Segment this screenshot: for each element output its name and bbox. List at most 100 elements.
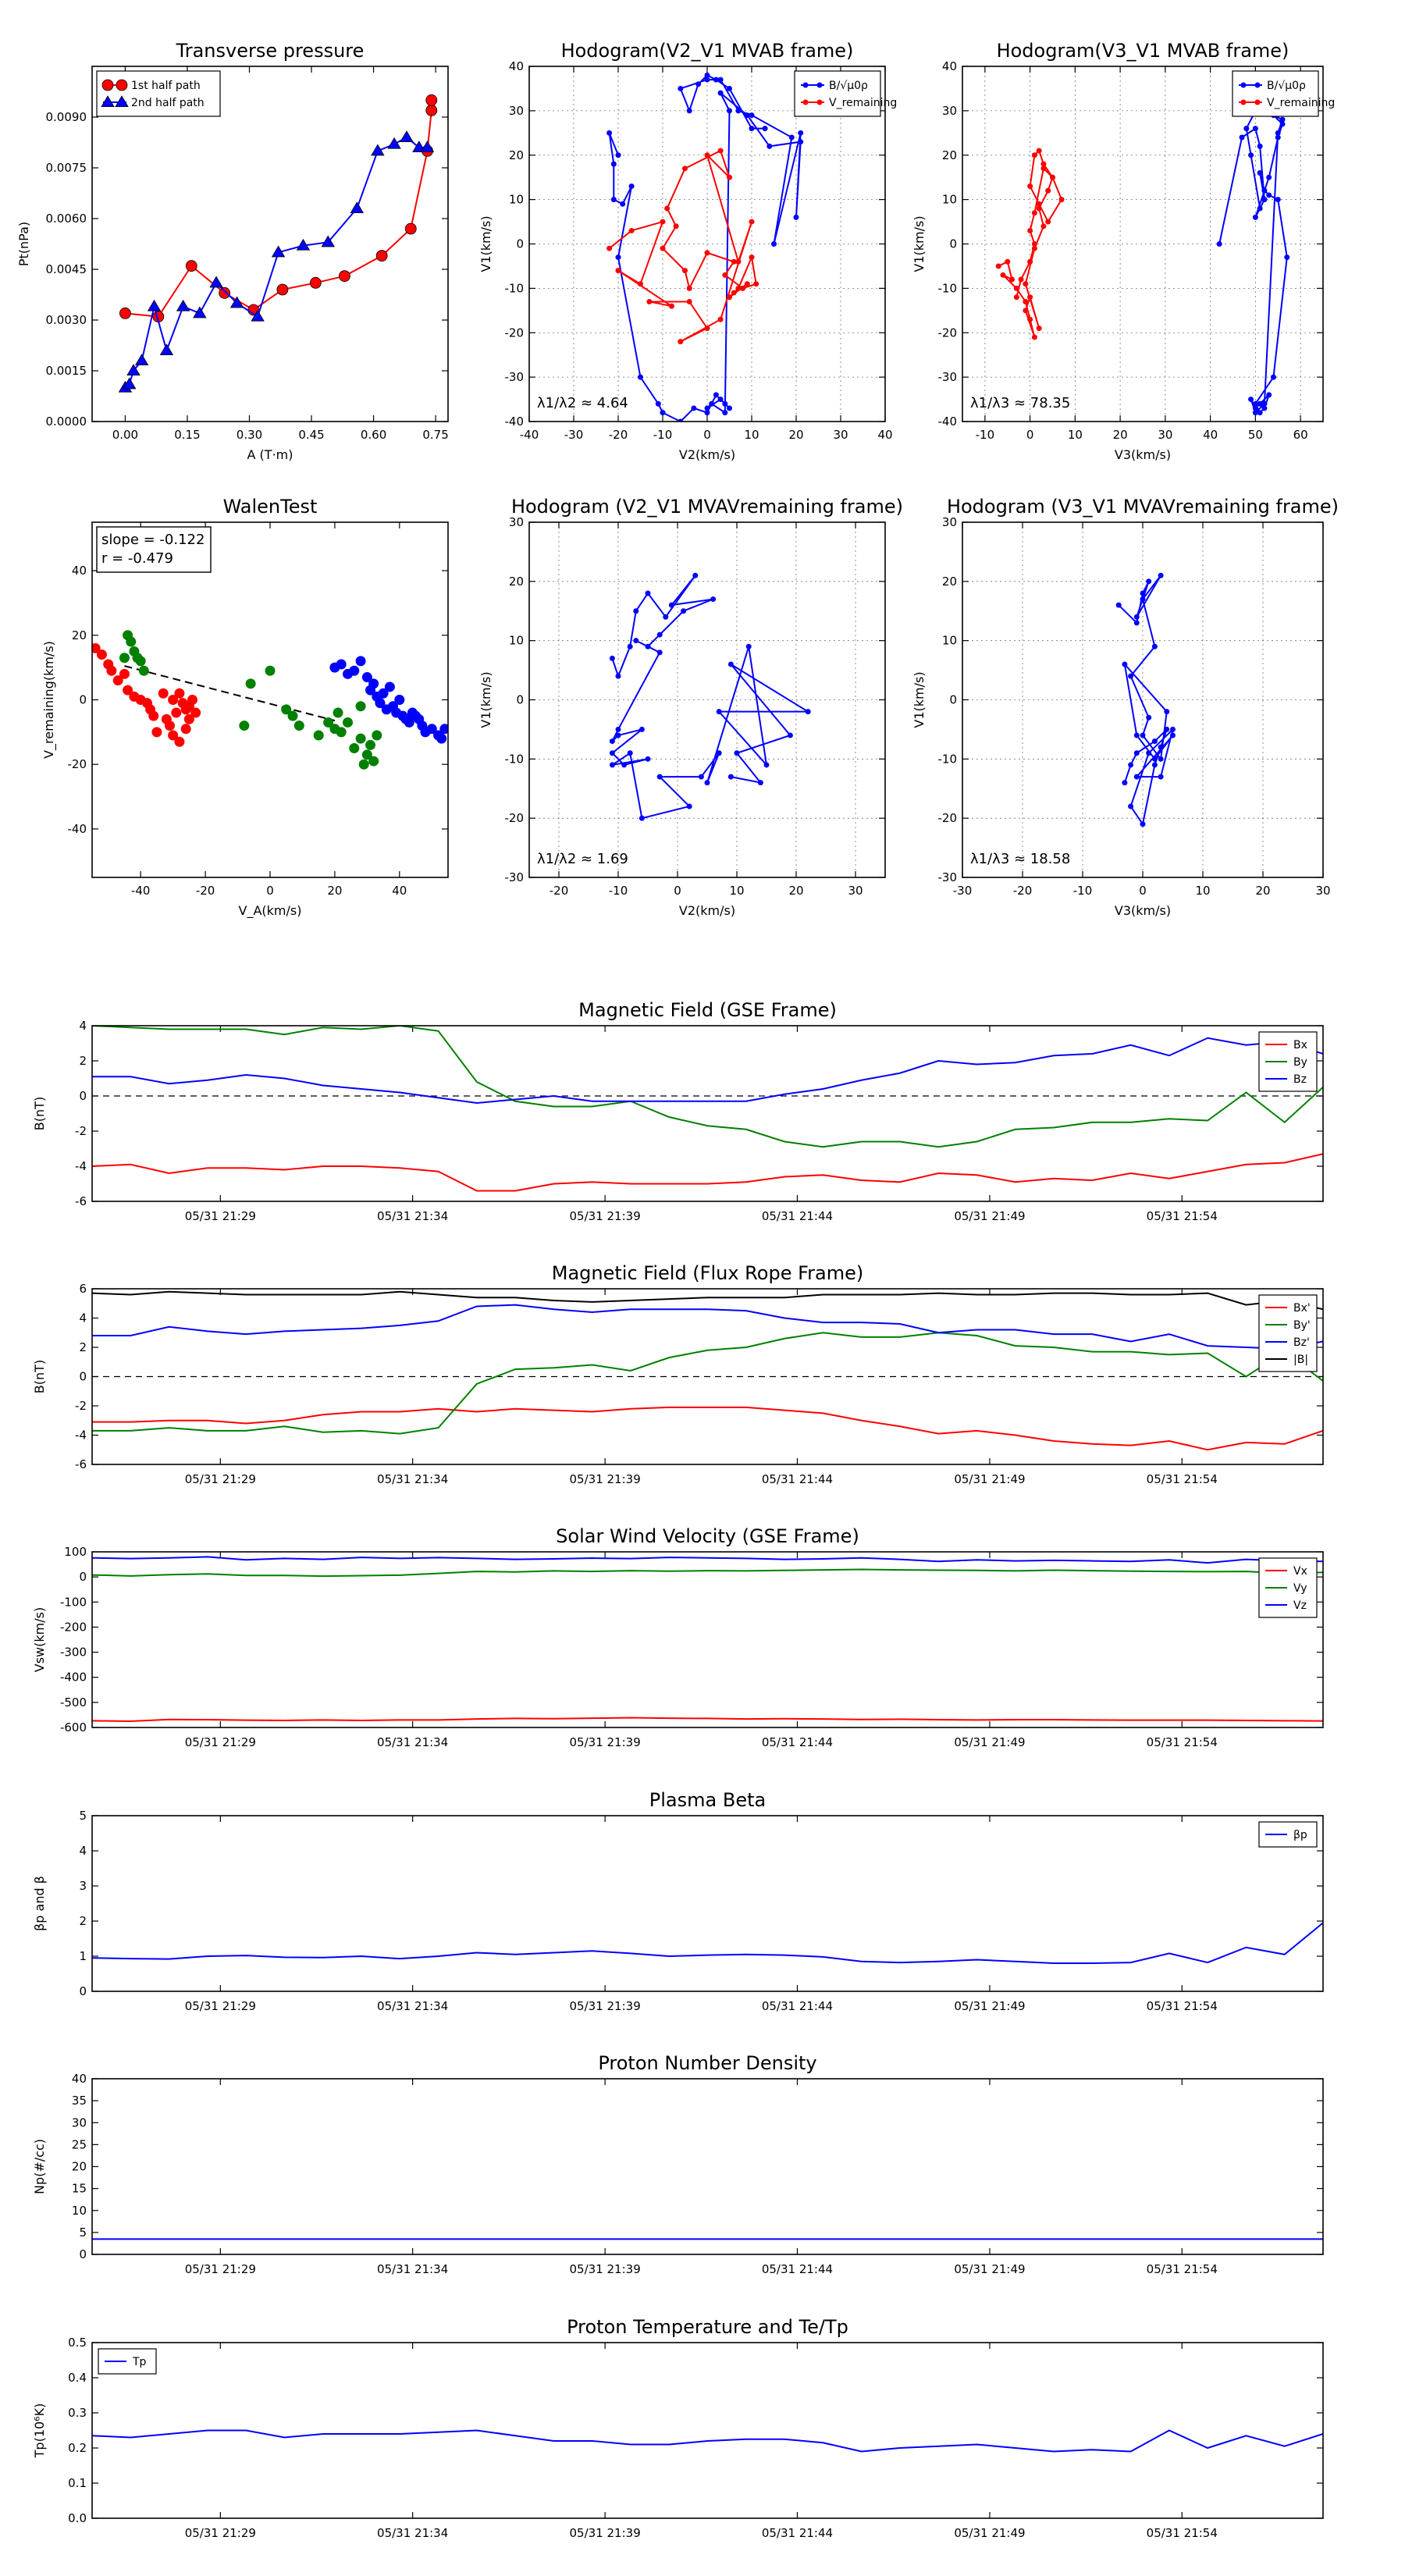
- data-point: [656, 774, 663, 780]
- x-tick-label: 05/31 21:49: [954, 1999, 1025, 2013]
- data-point: [704, 326, 710, 332]
- data-point: [1133, 774, 1140, 780]
- data-point: [174, 688, 185, 699]
- y-tick-label: 30: [942, 515, 957, 529]
- data-point: [638, 374, 643, 380]
- x-tick-label: 0.00: [112, 428, 138, 442]
- data-point: [681, 608, 687, 614]
- plot-frame: [91, 521, 449, 878]
- data-point: [722, 410, 728, 416]
- data-point: [660, 410, 666, 416]
- x-tick-label: 30: [833, 428, 848, 442]
- legend-label: Vx: [1293, 1565, 1307, 1578]
- data-point: [96, 649, 107, 660]
- data-point: [709, 400, 715, 407]
- x-tick-label: 40: [392, 884, 407, 898]
- data-point: [1045, 219, 1051, 225]
- data-point: [368, 678, 379, 689]
- plot-frame: [91, 1815, 1324, 1992]
- y-tick-label: 5: [79, 2226, 87, 2240]
- y-tick-label: 0.3: [68, 2406, 87, 2420]
- data-point: [1158, 744, 1164, 750]
- chart-temp: 05/31 21:29 05/31 21:34 05/31 21:39 05/31 2…: [32, 2316, 1324, 2540]
- y-tick-label: -20: [68, 757, 87, 771]
- data-point: [436, 733, 447, 744]
- x-axis-label: A (T·m): [247, 447, 293, 462]
- data-point: [704, 250, 710, 256]
- data-point: [615, 268, 621, 274]
- y-tick-label: 10: [509, 634, 524, 648]
- plot-area: [92, 1922, 1323, 1964]
- y-tick-label: -40: [938, 415, 958, 429]
- data-point: [323, 717, 334, 728]
- data-point: [621, 762, 628, 768]
- x-tick-label: 10: [729, 884, 744, 898]
- data-point: [1252, 126, 1258, 132]
- legend-marker: [816, 99, 823, 105]
- plot-frame: [528, 66, 886, 422]
- y-tick-label: -500: [60, 1695, 87, 1710]
- series-line-Vx: [92, 1717, 1323, 1722]
- data-point: [420, 141, 435, 153]
- legend-label: Tp: [132, 2356, 147, 2368]
- data-point: [744, 281, 750, 287]
- data-point: [727, 85, 732, 91]
- plot-frame: [91, 1288, 1324, 1465]
- data-point: [1266, 192, 1272, 198]
- series-line-Bx': [92, 1406, 1323, 1451]
- data-point: [1266, 174, 1272, 180]
- data-point: [1275, 197, 1281, 203]
- plot-frame: [91, 66, 449, 422]
- data-point: [355, 656, 366, 667]
- data-point: [296, 238, 311, 251]
- data-point: [350, 201, 365, 214]
- data-point: [1151, 643, 1158, 649]
- data-point: [1257, 400, 1263, 407]
- data-point: [745, 643, 752, 649]
- y-tick-label: 10: [942, 634, 957, 648]
- y-axis-label: V1(km/s): [912, 671, 927, 728]
- x-tick-label: 0.15: [174, 428, 200, 442]
- x-tick-label: 05/31 21:34: [377, 1999, 448, 2013]
- data-point: [1031, 152, 1037, 158]
- x-tick-label: -10: [609, 884, 628, 898]
- eigenvalue-ratio-label: λ1/λ3 ≈ 78.35: [970, 395, 1070, 411]
- data-point: [425, 94, 438, 106]
- data-point: [404, 222, 417, 235]
- chart-title: Magnetic Field (Flux Rope Frame): [552, 1262, 863, 1284]
- y-tick-label: 0.0075: [46, 161, 87, 175]
- data-point: [355, 701, 366, 712]
- y-tick-label: -200: [60, 1620, 87, 1634]
- y-tick-label: 3: [79, 1879, 87, 1893]
- series-line-0: [1118, 575, 1175, 827]
- data-point: [1261, 405, 1268, 411]
- data-point: [336, 727, 347, 738]
- x-tick-label: 50: [1248, 428, 1263, 442]
- y-tick-label: 2: [79, 1054, 87, 1068]
- chart-walen: -40 -20 0 20 40 -40 -20 0 20 40 WalenTest V_A(km/s)…: [41, 496, 449, 919]
- data-point: [717, 90, 724, 96]
- data-point: [209, 276, 223, 288]
- chart-title: Hodogram (V3_V1 MVAVremaining frame): [947, 496, 1339, 518]
- y-axis-label: βp and β: [32, 1876, 47, 1931]
- data-point: [239, 720, 250, 731]
- y-tick-label: 0: [79, 1984, 87, 1998]
- data-point: [1146, 578, 1152, 585]
- x-tick-label: -30: [953, 884, 973, 898]
- data-point: [704, 72, 710, 78]
- data-point: [126, 636, 137, 647]
- legend-marker: [1240, 99, 1247, 105]
- data-point: [361, 749, 372, 760]
- y-tick-label: 5: [79, 1809, 87, 1823]
- data-point: [1023, 308, 1029, 314]
- chart-tp: 0.00 0.15 0.30 0.45 0.60 0.75 0.0000 0.0015 0.00…: [16, 40, 449, 462]
- x-tick-label: 0.60: [361, 428, 386, 442]
- y-tick-label: -2: [75, 1399, 87, 1413]
- data-point: [349, 665, 360, 676]
- eigenvalue-ratio-label: λ1/λ2 ≈ 1.69: [537, 851, 628, 867]
- data-point: [1279, 116, 1286, 123]
- data-point: [673, 223, 679, 229]
- data-point: [159, 343, 174, 356]
- data-point: [349, 743, 360, 754]
- x-tick-label: 05/31 21:44: [762, 1209, 833, 1223]
